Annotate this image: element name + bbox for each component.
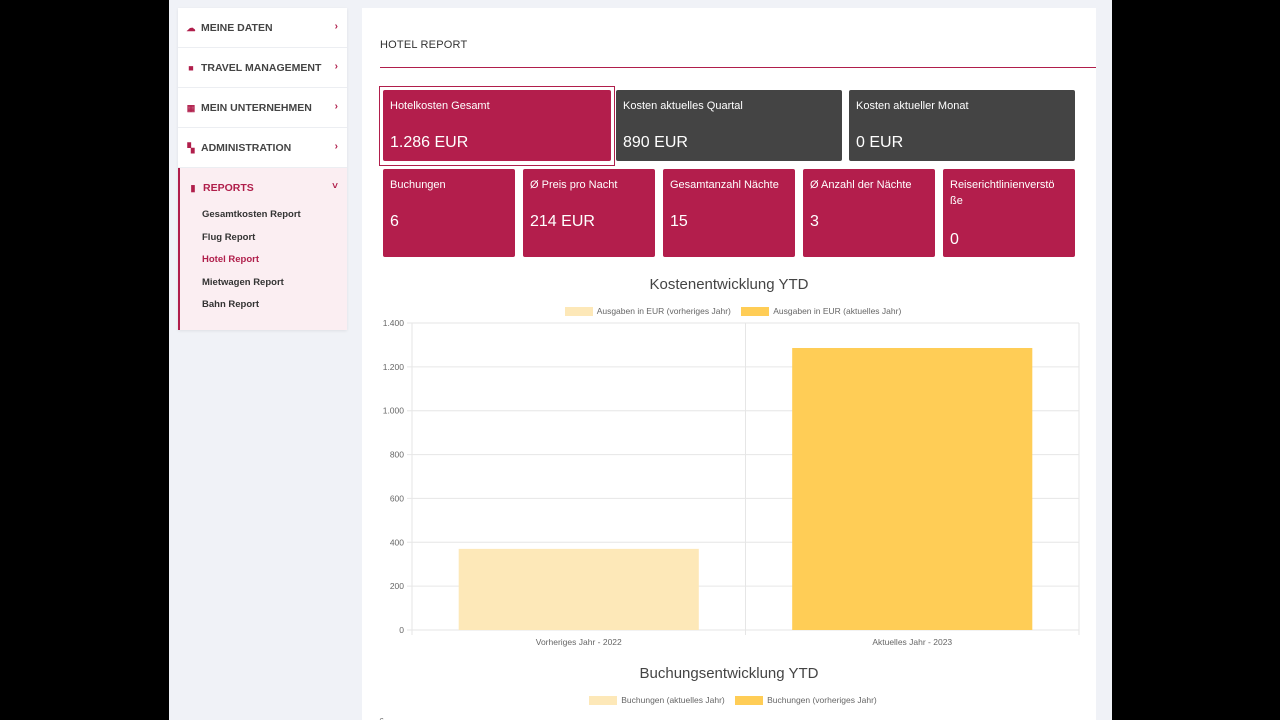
sidebar: ☁ MEINE DATEN › ■ TRAVEL MANAGEMENT › ▦ … <box>178 8 347 330</box>
tile-kosten-quartal: Kosten aktuelles Quartal 890 EUR <box>616 90 842 161</box>
sidebar-item-mein-unternehmen[interactable]: ▦ MEIN UNTERNEHMEN › <box>178 88 347 128</box>
tile-label: Ø Preis pro Nacht <box>530 179 618 191</box>
sidebar-item-meine-daten[interactable]: ☁ MEINE DATEN › <box>178 8 347 48</box>
tile-label: Ø Anzahl der Nächte <box>810 179 912 191</box>
tile-value: 1.286 EUR <box>390 134 469 151</box>
y-tick-label: 1.200 <box>383 362 405 372</box>
title-divider <box>380 67 1096 68</box>
sidebar-item-label: TRAVEL MANAGEMENT <box>201 61 322 74</box>
legend-label-prev: Ausgaben in EUR (vorheriges Jahr) <box>596 306 731 316</box>
x-tick-label: Aktuelles Jahr - 2023 <box>872 637 952 647</box>
y-tick-label: 1.000 <box>383 406 405 416</box>
building-icon: ▦ <box>186 102 196 113</box>
tile-label: Hotelkosten Gesamt <box>390 100 490 112</box>
bar-chart-icon: ▮ <box>190 182 196 193</box>
y-tick-label: 0 <box>399 625 404 635</box>
chart-kostenentwicklung: 0 200 400 600 800 1.000 1.200 1.400 Vorheriges J… <box>383 318 1080 647</box>
legend-swatch-curr <box>741 307 770 317</box>
tile-kosten-monat: Kosten aktueller Monat 0 EUR <box>849 90 1075 161</box>
y-tick-label: 1.400 <box>383 318 405 328</box>
x-tick-label: Vorheriges Jahr - 2022 <box>536 637 622 647</box>
sidebar-group-reports: ▮ REPORTS ˅ Gesamtkosten Report Flug Rep… <box>178 168 347 330</box>
chevron-right-icon: › <box>334 21 338 32</box>
chart-title-buchungen: Buchungsentwicklung YTD <box>639 665 819 682</box>
cloud-icon: ☁ <box>186 22 196 33</box>
y-tick-label: 600 <box>390 493 404 503</box>
chevron-down-icon: ˅ <box>332 181 338 192</box>
sidebar-item-label: MEINE DATEN <box>201 21 273 34</box>
tile-value: 214 EUR <box>530 213 595 230</box>
y-tick-label: 400 <box>390 537 404 547</box>
sidebar-item-administration[interactable]: ▚ ADMINISTRATION › <box>178 128 347 168</box>
chevron-right-icon: › <box>334 61 338 72</box>
tile-preis-pro-nacht: Ø Preis pro Nacht 214 EUR <box>523 169 655 257</box>
tile-value: 0 <box>950 231 959 248</box>
legend-label-curr: Ausgaben in EUR (aktuelles Jahr) <box>773 306 902 316</box>
sidebar-subitem-flug[interactable]: Flug Report <box>202 231 256 243</box>
bar-prev-year <box>458 548 699 630</box>
chart-legend-buchungen: Buchungen (aktuelles Jahr) Buchungen (vo… <box>362 695 1096 706</box>
chart-buchungsentwicklung: 6 <box>379 716 384 720</box>
chevron-right-icon: › <box>334 101 338 112</box>
sidebar-subitem-hotel[interactable]: Hotel Report <box>202 254 259 266</box>
legend-label-curr: Buchungen (aktuelles Jahr) <box>621 695 725 705</box>
sidebar-item-reports[interactable]: ▮ REPORTS ˅ <box>180 168 347 207</box>
tile-value: 0 EUR <box>856 134 904 151</box>
tile-highlight-border <box>379 86 615 166</box>
tile-label: Kosten aktuelles Quartal <box>623 100 743 112</box>
y-tick-label: 6 <box>379 716 384 720</box>
tile-gesamtanzahl-naechte: Gesamtanzahl Nächte 15 <box>663 169 795 257</box>
app-window: ☁ MEINE DATEN › ■ TRAVEL MANAGEMENT › ▦ … <box>169 0 1112 720</box>
tile-label: Reiserichtlinienverstö ße <box>950 179 1055 207</box>
chart-legend-kosten: Ausgaben in EUR (vorheriges Jahr) Ausgab… <box>362 306 1096 317</box>
sidebar-item-label: MEIN UNTERNEHMEN <box>201 101 312 114</box>
tile-value: 3 <box>810 213 819 230</box>
chevron-right-icon: › <box>334 141 338 152</box>
y-tick-label: 200 <box>390 581 404 591</box>
tile-reiserichtlinienverstoesse: Reiserichtlinienverstö ße 0 <box>943 169 1075 257</box>
sidebar-item-travel-management[interactable]: ■ TRAVEL MANAGEMENT › <box>178 48 347 88</box>
tile-value: 15 <box>670 213 688 230</box>
tile-label: Gesamtanzahl Nächte <box>670 179 779 191</box>
tile-buchungen: Buchungen 6 <box>383 169 515 257</box>
report-card: HOTEL REPORT Hotelkosten Gesamt 1.286 EU… <box>362 8 1096 720</box>
tile-label: Buchungen <box>390 179 446 191</box>
sitemap-icon: ▚ <box>187 142 195 153</box>
page-title: HOTEL REPORT <box>380 39 468 51</box>
sidebar-subitem-mietwagen[interactable]: Mietwagen Report <box>202 276 284 288</box>
tile-label: Kosten aktueller Monat <box>856 100 969 112</box>
sidebar-item-label: REPORTS <box>203 181 254 194</box>
briefcase-icon: ■ <box>188 62 194 73</box>
chart-title-kosten: Kostenentwicklung YTD <box>649 276 809 293</box>
tile-hotelkosten-gesamt: Hotelkosten Gesamt 1.286 EUR <box>383 90 611 161</box>
legend-swatch-curr <box>589 696 618 706</box>
tile-value: 6 <box>390 213 399 230</box>
legend-label-prev: Buchungen (vorheriges Jahr) <box>767 695 877 705</box>
sidebar-item-label: ADMINISTRATION <box>201 141 292 154</box>
bar-curr-year <box>792 347 1033 630</box>
sidebar-subitem-bahn[interactable]: Bahn Report <box>202 299 259 311</box>
tile-value: 890 EUR <box>623 134 688 151</box>
legend-swatch-prev <box>735 696 764 706</box>
sidebar-subitem-gesamtkosten[interactable]: Gesamtkosten Report <box>202 209 301 220</box>
tile-anzahl-naechte: Ø Anzahl der Nächte 3 <box>803 169 935 257</box>
y-tick-label: 800 <box>390 450 404 460</box>
legend-swatch-prev <box>564 307 593 317</box>
